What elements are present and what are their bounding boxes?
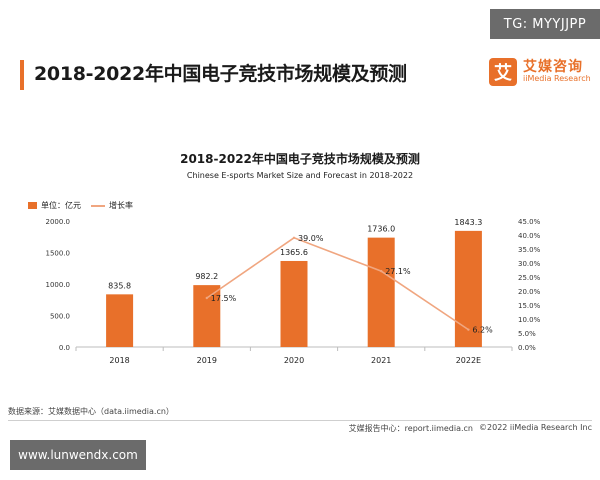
chart-plot: 0.0 500.0 1000.0 1500.0 2000.0 0.0% 5.0% 10.0% 1… bbox=[46, 218, 541, 365]
legend-item-bar: 单位：亿元 bbox=[28, 200, 81, 211]
logo-name-cn: 艾媒咨询 bbox=[523, 58, 583, 75]
logo-mark-icon: 艾 bbox=[489, 58, 517, 86]
y-tick-label-right: 25.0% bbox=[518, 274, 541, 282]
footer-divider bbox=[8, 420, 592, 421]
bar-2021 bbox=[367, 237, 395, 347]
chart-subtitle: Chinese E-sports Market Size and Forecas… bbox=[186, 171, 414, 180]
y-tick-label-left: 1500.0 bbox=[46, 250, 71, 258]
bar-value-label: 1843.3 bbox=[454, 218, 482, 227]
chart-title: 2018-2022年中国电子竞技市场规模及预测 bbox=[180, 152, 420, 166]
legend-bar-swatch bbox=[28, 202, 37, 209]
y-tick-label-right: 0.0% bbox=[518, 344, 536, 352]
growth-rate-label: 6.2% bbox=[472, 326, 493, 335]
legend-line-label: 增长率 bbox=[109, 201, 133, 210]
footer-source: 数据来源：艾媒数据中心（data.iimedia.cn） bbox=[8, 407, 174, 416]
bar-2019 bbox=[193, 285, 221, 347]
x-tick-label: 2019 bbox=[197, 356, 217, 365]
y-tick-label-right: 20.0% bbox=[518, 288, 541, 296]
x-tick-label: 2021 bbox=[371, 356, 391, 365]
watermark-badge-bottom: www.lunwendx.com bbox=[10, 440, 146, 470]
growth-rate-line bbox=[206, 236, 469, 331]
footer-copyright: ©2022 iiMedia Research Inc bbox=[479, 423, 592, 432]
bar-2022E bbox=[454, 230, 482, 347]
title-accent-bar bbox=[20, 60, 24, 90]
legend-bar-label: 单位：亿元 bbox=[41, 201, 81, 210]
y-tick-label-right: 35.0% bbox=[518, 246, 541, 254]
bar-value-label: 1365.6 bbox=[280, 248, 308, 257]
y-tick-label-left: 1000.0 bbox=[46, 281, 71, 289]
footer-report-center: 艾媒报告中心：report.iimedia.cn bbox=[348, 424, 474, 433]
x-tick-label: 2022E bbox=[456, 356, 481, 365]
y-tick-label-left: 0.0 bbox=[59, 344, 70, 352]
y-tick-label-right: 10.0% bbox=[518, 316, 541, 324]
footer-credits: 艾媒报告中心：report.iimedia.cn ©2022 iiMedia R… bbox=[349, 423, 592, 434]
growth-rate-label: 17.5% bbox=[211, 294, 237, 303]
x-tick-label: 2020 bbox=[284, 356, 304, 365]
page-title: 2018-2022年中国电子竞技市场规模及预测 bbox=[34, 63, 407, 85]
x-tick-label: 2018 bbox=[109, 356, 129, 365]
y-tick-label-right: 15.0% bbox=[518, 302, 541, 310]
watermark-badge-top: TG: MYYJJPP bbox=[490, 9, 600, 39]
y-tick-label-left: 500.0 bbox=[50, 313, 70, 321]
growth-rate-point bbox=[380, 269, 383, 273]
brand-logo: 艾 艾媒咨询 iiMedia Research bbox=[489, 58, 591, 86]
growth-rate-point bbox=[205, 296, 208, 300]
y-tick-label-right: 40.0% bbox=[518, 232, 541, 240]
growth-rate-label: 27.1% bbox=[385, 267, 411, 276]
chart-legend: 单位：亿元 增长率 bbox=[28, 200, 133, 211]
y-tick-label-right: 30.0% bbox=[518, 260, 541, 268]
growth-rate-point bbox=[467, 328, 470, 331]
logo-name-en: iiMedia Research bbox=[523, 74, 591, 84]
y-tick-label-left: 2000.0 bbox=[46, 218, 71, 226]
bar-2018 bbox=[106, 294, 134, 347]
y-tick-label-right: 5.0% bbox=[518, 330, 536, 338]
y-tick-label-right: 45.0% bbox=[518, 218, 541, 226]
growth-rate-label: 39.0% bbox=[298, 234, 324, 243]
bar-value-label: 835.8 bbox=[108, 281, 131, 290]
legend-line-swatch bbox=[91, 204, 105, 207]
bar-2020 bbox=[280, 260, 308, 347]
growth-rate-point bbox=[292, 236, 296, 239]
legend-item-line: 增长率 bbox=[91, 200, 133, 211]
bar-value-label: 1736.0 bbox=[367, 225, 395, 234]
bar-value-label: 982.2 bbox=[195, 272, 218, 281]
